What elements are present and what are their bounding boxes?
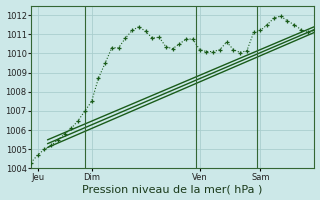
X-axis label: Pression niveau de la mer( hPa ): Pression niveau de la mer( hPa ) bbox=[83, 184, 263, 194]
